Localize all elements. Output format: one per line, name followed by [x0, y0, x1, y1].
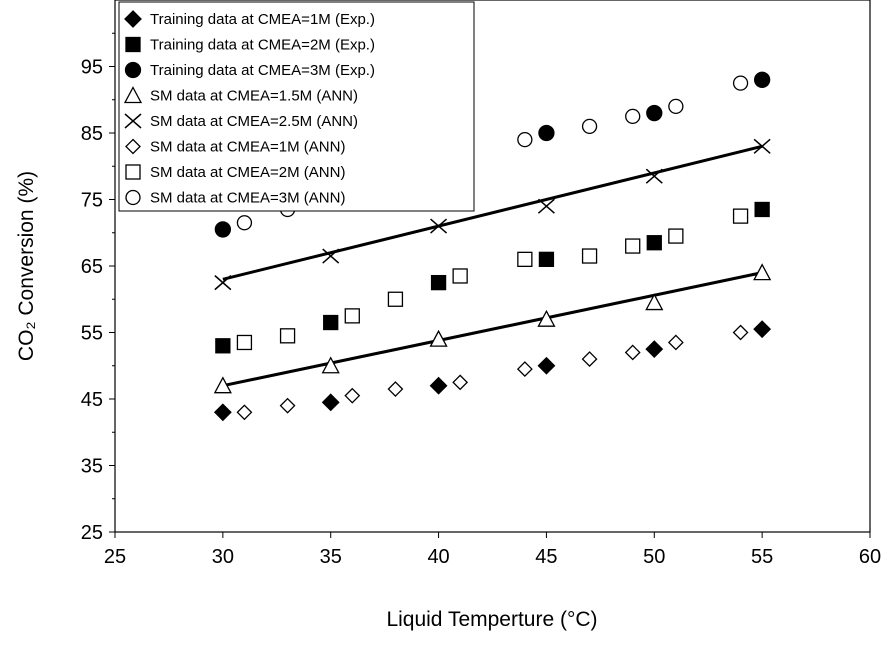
data-point-series-7: [237, 216, 251, 230]
x-tick-label: 25: [104, 546, 126, 568]
legend-label: Training data at CMEA=2M (Exp.): [150, 37, 375, 54]
data-point-series-1: [216, 339, 230, 353]
data-point-series-7: [669, 99, 683, 113]
y-tick-label: 35: [81, 456, 103, 478]
x-tick-label: 40: [427, 546, 449, 568]
x-tick-label: 35: [320, 546, 342, 568]
data-point-series-6: [734, 209, 748, 223]
data-point-series-2: [539, 126, 554, 141]
legend-marker-7: [126, 191, 140, 205]
y-tick-label: 75: [81, 190, 103, 212]
x-tick-label: 55: [751, 546, 773, 568]
data-point-series-6: [453, 269, 467, 283]
legend-marker-2: [126, 63, 141, 78]
legend-label: Training data at CMEA=1M (Exp.): [150, 11, 375, 28]
data-point-series-1: [432, 276, 446, 290]
data-point-series-2: [215, 222, 230, 237]
y-tick-label: 65: [81, 256, 103, 278]
y-tick-label: 55: [81, 323, 103, 345]
data-point-series-1: [539, 252, 553, 266]
data-point-series-6: [388, 292, 402, 306]
x-axis-title: Liquid Temperture (°C): [386, 608, 597, 631]
y-tick-label: 95: [81, 57, 103, 79]
legend-marker-1: [126, 38, 140, 52]
x-tick-label: 30: [212, 546, 234, 568]
data-point-series-7: [518, 133, 532, 147]
data-point-series-1: [324, 316, 338, 330]
data-point-series-6: [345, 309, 359, 323]
data-point-series-6: [237, 335, 251, 349]
legend-label: SM data at CMEA=2.5M (ANN): [150, 113, 358, 130]
data-point-series-6: [669, 229, 683, 243]
data-point-series-6: [518, 252, 532, 266]
legend-label: SM data at CMEA=1.5M (ANN): [150, 88, 358, 105]
x-tick-label: 60: [859, 546, 881, 568]
data-point-series-6: [583, 249, 597, 263]
data-point-series-7: [734, 76, 748, 90]
data-point-series-7: [626, 109, 640, 123]
legend-label: SM data at CMEA=1M (ANN): [150, 139, 345, 156]
data-point-series-1: [647, 236, 661, 250]
y-tick-label: 45: [81, 389, 103, 411]
data-point-series-6: [626, 239, 640, 253]
data-point-series-7: [583, 119, 597, 133]
y-tick-label: 85: [81, 123, 103, 145]
data-point-series-2: [647, 106, 662, 121]
data-point-series-6: [281, 329, 295, 343]
legend-marker-6: [126, 165, 140, 179]
y-axis-title: CO₂ Conversion (%): [15, 171, 38, 361]
legend-label: SM data at CMEA=2M (ANN): [150, 164, 345, 181]
x-tick-label: 45: [535, 546, 557, 568]
x-tick-label: 50: [643, 546, 665, 568]
legend-label: Training data at CMEA=3M (Exp.): [150, 62, 375, 79]
data-point-series-2: [755, 72, 770, 87]
data-point-series-1: [755, 202, 769, 216]
legend-label: SM data at CMEA=3M (ANN): [150, 190, 345, 207]
y-tick-label: 25: [81, 522, 103, 544]
